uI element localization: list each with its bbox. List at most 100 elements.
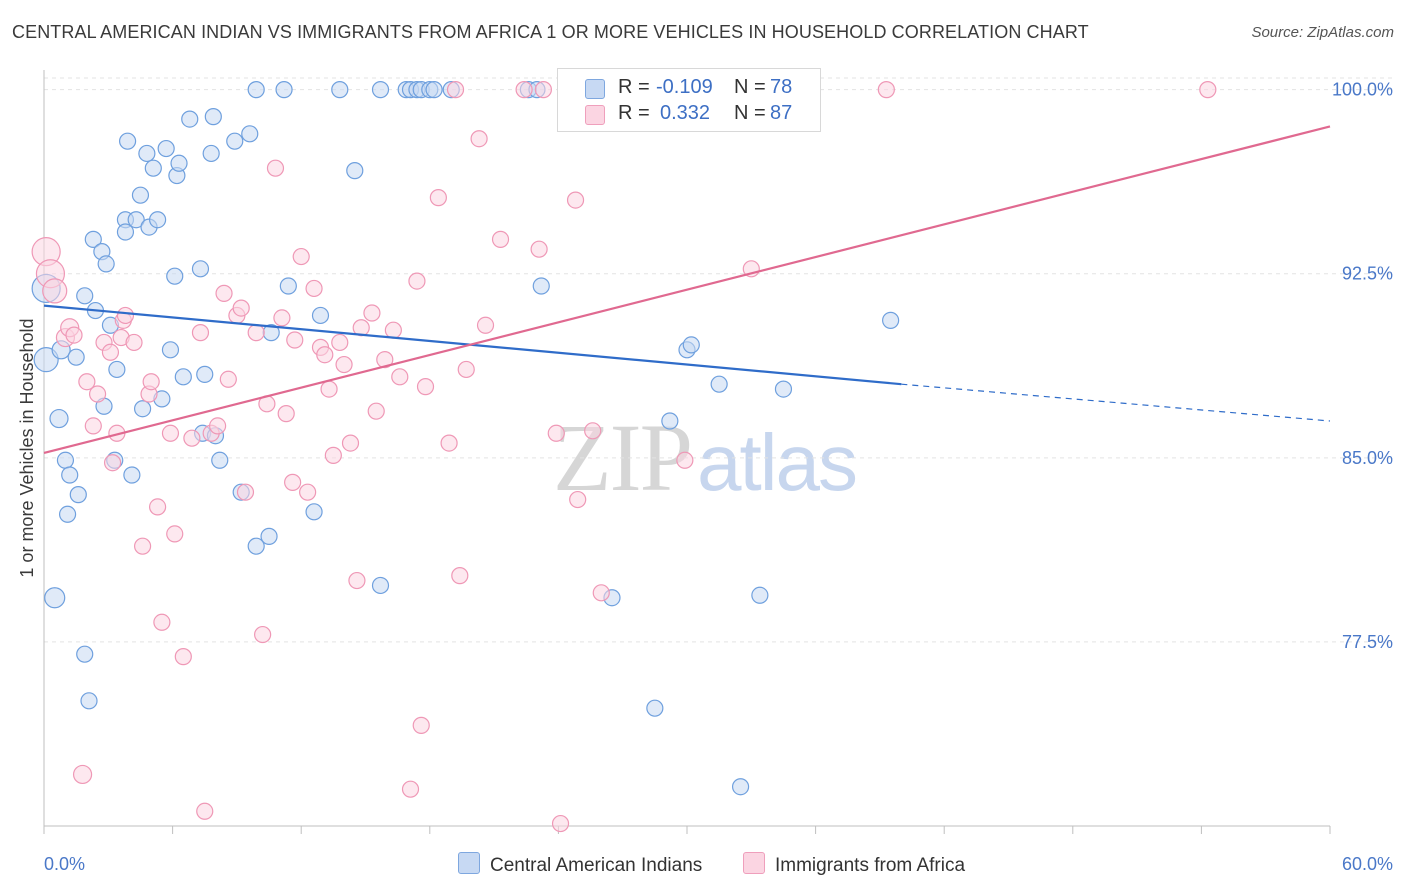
tick-labels: 77.5% 85.0% 92.5% 100.0% 0.0% 60.0% 1 or more … xyxy=(17,80,1393,874)
point-central-american-indians xyxy=(682,336,700,354)
point-central-american-indians xyxy=(67,348,85,366)
point-immigrants-from-africa xyxy=(247,324,265,342)
point-immigrants-from-africa xyxy=(209,417,227,435)
point-central-american-indians xyxy=(191,260,210,278)
legend-swatch-pink xyxy=(743,852,765,874)
point-central-american-indians xyxy=(371,576,390,595)
point-immigrants-from-africa xyxy=(530,240,548,258)
point-immigrants-from-africa xyxy=(877,81,895,99)
point-immigrants-from-africa xyxy=(324,446,342,464)
y-axis-label: 1 or more Vehicles in Household xyxy=(17,318,37,577)
y-tick-label: 92.5% xyxy=(1342,264,1393,284)
legend-n-label: N = xyxy=(734,102,766,124)
point-central-american-indians xyxy=(144,159,162,177)
x-tick-label: 60.0% xyxy=(1342,854,1393,874)
watermark-atlas: atlas xyxy=(697,418,858,507)
point-central-american-indians xyxy=(138,144,156,163)
point-immigrants-from-africa xyxy=(305,279,323,298)
legend-swatch-blue xyxy=(585,79,605,99)
point-central-american-indians xyxy=(204,108,222,126)
point-immigrants-from-africa xyxy=(266,159,285,177)
point-immigrants-from-africa xyxy=(78,373,96,391)
point-central-american-indians xyxy=(211,451,229,469)
point-central-american-indians xyxy=(118,132,137,150)
point-immigrants-from-africa xyxy=(277,405,295,423)
point-central-american-indians xyxy=(751,586,769,604)
point-central-american-indians xyxy=(97,255,115,273)
point-central-american-indians xyxy=(80,692,98,710)
legend-n-value: 78 xyxy=(770,76,793,98)
point-central-american-indians xyxy=(116,223,135,241)
point-central-american-indians xyxy=(108,360,126,379)
point-central-american-indians xyxy=(61,466,79,484)
trendline-immigrants-from-africa xyxy=(43,125,1331,454)
point-central-american-indians xyxy=(161,341,180,359)
point-immigrants-from-africa xyxy=(42,278,68,304)
point-central-american-indians xyxy=(279,277,297,295)
point-central-american-indians xyxy=(882,311,900,329)
point-immigrants-from-africa xyxy=(1199,81,1217,99)
legend-label: Immigrants from Africa xyxy=(775,855,966,876)
point-immigrants-from-africa xyxy=(566,191,585,209)
legend-n-label: N = xyxy=(734,76,766,98)
point-immigrants-from-africa xyxy=(429,189,447,207)
series-legend: Central American Indians Immigrants from… xyxy=(0,852,1406,878)
point-immigrants-from-africa xyxy=(384,321,402,339)
point-central-american-indians xyxy=(226,132,244,150)
point-central-american-indians xyxy=(166,267,184,285)
point-immigrants-from-africa xyxy=(299,483,317,501)
point-central-american-indians xyxy=(33,347,59,373)
point-central-american-indians xyxy=(202,144,220,163)
point-immigrants-from-africa xyxy=(72,764,93,785)
point-immigrants-from-africa xyxy=(316,346,334,364)
point-immigrants-from-africa xyxy=(196,802,214,820)
point-central-american-indians xyxy=(133,400,152,418)
point-immigrants-from-africa xyxy=(367,402,385,420)
point-central-american-indians xyxy=(181,110,199,128)
point-immigrants-from-africa xyxy=(103,454,122,472)
legend-label: Central American Indians xyxy=(490,855,703,876)
point-immigrants-from-africa xyxy=(348,571,366,590)
point-immigrants-from-africa xyxy=(412,716,430,734)
point-immigrants-from-africa xyxy=(254,625,272,644)
point-central-american-indians xyxy=(425,81,443,99)
point-immigrants-from-africa xyxy=(363,304,381,322)
legend-item-immigrants-from-africa: Immigrants from Africa xyxy=(743,852,965,877)
point-central-american-indians xyxy=(275,81,293,99)
point-central-american-indians xyxy=(331,81,349,99)
point-immigrants-from-africa xyxy=(125,333,143,352)
point-immigrants-from-africa xyxy=(133,537,152,555)
trend-lines xyxy=(43,125,1331,454)
point-central-american-indians xyxy=(247,81,265,99)
point-immigrants-from-africa xyxy=(470,130,488,148)
point-immigrants-from-africa xyxy=(335,355,353,374)
legend-r-label: R = xyxy=(618,76,650,98)
point-central-american-indians xyxy=(44,587,66,609)
point-central-american-indians xyxy=(69,486,87,504)
point-immigrants-from-africa xyxy=(592,584,610,602)
point-immigrants-from-africa xyxy=(376,351,394,369)
point-immigrants-from-africa xyxy=(341,434,360,452)
point-central-american-indians xyxy=(371,81,390,99)
point-immigrants-from-africa xyxy=(551,814,570,833)
chart-title: CENTRAL AMERICAN INDIAN VS IMMIGRANTS FR… xyxy=(12,22,1089,42)
grid-lines xyxy=(44,77,1395,643)
legend-r-label: R = xyxy=(618,102,650,124)
y-tick-label: 100.0% xyxy=(1332,80,1393,100)
point-central-american-indians xyxy=(247,537,265,555)
point-immigrants-from-africa xyxy=(534,81,552,99)
point-immigrants-from-africa xyxy=(451,567,469,585)
point-immigrants-from-africa xyxy=(174,648,192,666)
point-central-american-indians xyxy=(49,408,69,429)
point-immigrants-from-africa xyxy=(292,247,310,266)
trendline-extension xyxy=(901,383,1331,422)
point-immigrants-from-africa xyxy=(446,81,465,99)
point-central-american-indians xyxy=(76,287,94,305)
point-central-american-indians xyxy=(731,778,750,796)
point-immigrants-from-africa xyxy=(331,333,349,352)
point-immigrants-from-africa xyxy=(148,498,167,516)
point-immigrants-from-africa xyxy=(88,385,107,403)
source-label: Source: ZipAtlas.com xyxy=(1251,24,1394,41)
point-immigrants-from-africa xyxy=(476,316,495,334)
